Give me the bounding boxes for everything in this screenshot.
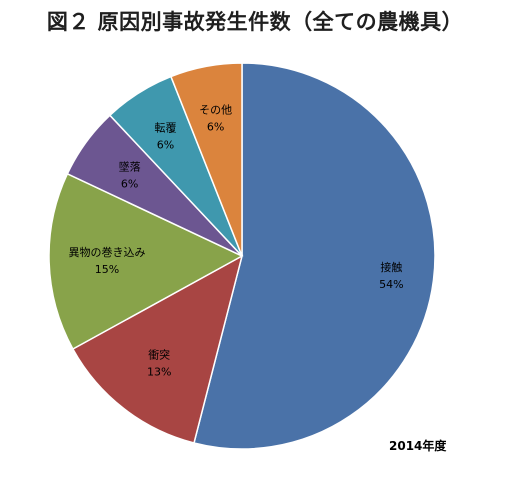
slice-0-value-label: 54% (379, 278, 403, 291)
slice-0 (193, 62, 436, 450)
slice-2-label: 異物の巻き込み (69, 245, 146, 259)
slice-5 (169, 62, 243, 257)
chart-note: 2014年度 (389, 439, 447, 453)
slice-0-label: 接触 (380, 260, 402, 274)
slice-2-value-label: 15% (95, 263, 119, 276)
slice-2 (48, 172, 244, 350)
slice-1 (71, 254, 244, 444)
chart-title: 図２ 原因別事故発生件数（全ての農機具） (46, 10, 464, 34)
slice-3-label: 墜落 (119, 159, 141, 173)
slice-4-label: 転覆 (155, 121, 177, 134)
slice-1-label: 衝突 (148, 348, 170, 362)
slice-5-label: その他 (199, 104, 232, 117)
slice-4-value-label: 6% (157, 138, 174, 151)
slice-1-value-label: 13% (147, 366, 171, 379)
slice-3-value-label: 6% (121, 177, 138, 190)
slice-5-value-label: 6% (207, 121, 224, 134)
